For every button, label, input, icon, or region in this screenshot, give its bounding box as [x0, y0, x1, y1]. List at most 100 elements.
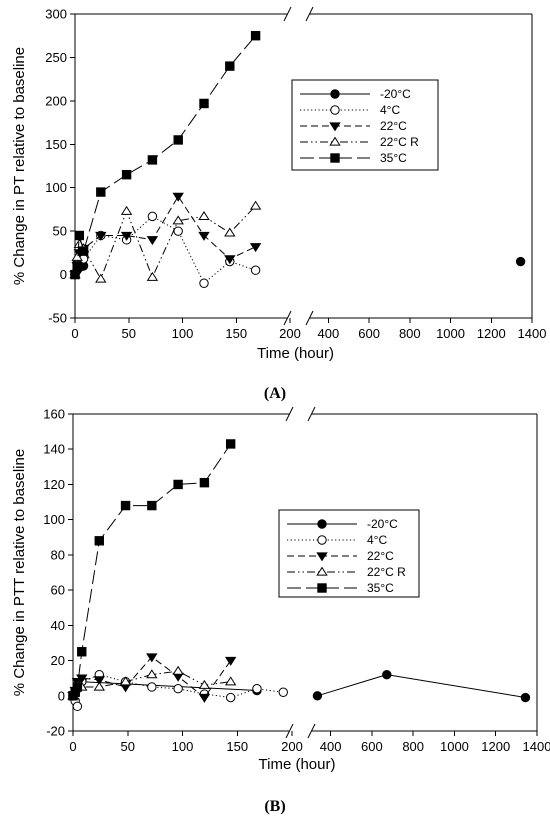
x-tick-label: 1400 [523, 739, 550, 754]
data-point [173, 479, 183, 490]
data-point [93, 681, 105, 691]
legend-marker [330, 89, 340, 99]
y-tick-label: 40 [51, 618, 65, 633]
data-point [95, 231, 107, 241]
y-tick-label: -50 [48, 311, 67, 326]
data-point [199, 98, 209, 109]
y-axis-label: % Change in PTT relative to baseline [11, 449, 28, 696]
legend-entry: 35°C [380, 151, 407, 165]
data-point [224, 227, 236, 237]
y-tick-label: 250 [45, 50, 67, 65]
x-tick-label: 400 [318, 326, 340, 341]
legend-entry: 4°C [380, 103, 400, 117]
legend-marker [329, 122, 341, 132]
legend-entry: 22°C [367, 549, 394, 563]
axis-break-mark-0-a [283, 6, 292, 22]
axis-break-mark-1-a [283, 310, 292, 326]
x-tick-label: 150 [225, 326, 247, 341]
series-line-right [317, 674, 526, 698]
data-point [72, 261, 82, 271]
data-point [120, 231, 133, 241]
data-point [146, 271, 159, 281]
chart-panel-2: -20 0 20 40 60 80 100 120 140 160 0 50 100 150 200 400 6… [11, 407, 550, 816]
data-point [224, 255, 236, 265]
x-tick-label: 1000 [440, 739, 469, 754]
y-tick-label: 100 [43, 512, 65, 527]
data-point [249, 243, 262, 253]
data-point [250, 31, 261, 41]
legend-entry: 4°C [367, 533, 387, 547]
chart-panel-1: -50 0 50 100 150 200 250 300 0 50 100 150 200 400 600 8… [11, 7, 546, 403]
x-tick-label: 400 [320, 739, 342, 754]
legend-marker [330, 105, 340, 115]
legend-entry: -20°C [380, 87, 411, 101]
data-point [146, 669, 158, 679]
x-tick-label: 50 [122, 326, 136, 341]
legend-marker [329, 136, 341, 146]
x-tick-label: 0 [69, 739, 76, 754]
data-point [147, 211, 158, 222]
legend-marker [317, 519, 327, 529]
data-point [147, 500, 157, 511]
data-point [249, 200, 262, 210]
x-tick-label: 150 [226, 739, 248, 754]
data-point [72, 682, 83, 692]
y-tick-label: 50 [53, 224, 67, 239]
data-point [119, 676, 132, 686]
x-tick-label: 200 [281, 739, 303, 754]
x-tick-label: 0 [71, 326, 78, 341]
x-tick-label: 600 [361, 739, 383, 754]
x-tick-label: 50 [121, 739, 135, 754]
legend: -20°C 4°C 22°C 22°C R 35°C [278, 509, 420, 598]
legend-marker [317, 583, 327, 593]
series-1 [70, 256, 526, 280]
series-line-left [72, 670, 231, 696]
y-tick-label: 80 [51, 547, 65, 562]
data-point [146, 236, 159, 246]
data-point [224, 656, 237, 666]
x-axis-label: Time (hour) [259, 756, 336, 773]
legend-marker [316, 566, 328, 576]
legend-box [291, 79, 439, 171]
y-tick-label: -20 [46, 724, 65, 739]
y-axis-label: % Change in PT relative to baseline [11, 47, 28, 285]
series-line-left [74, 35, 256, 275]
x-tick-label: 200 [279, 326, 301, 341]
data-point [312, 691, 323, 701]
data-point [199, 477, 210, 488]
data-point [70, 269, 80, 280]
y-tick-label: 150 [45, 137, 67, 152]
x-tick-label: 1400 [518, 326, 547, 341]
data-point [198, 231, 210, 241]
data-point [225, 61, 235, 71]
data-point [172, 215, 184, 225]
x-axis-label: Time (hour) [257, 345, 334, 362]
data-point [250, 265, 261, 275]
x-tick-label: 600 [358, 326, 380, 341]
legend: -20°C 4°C 22°C 22°C R 35°C [291, 79, 439, 171]
series-5 [70, 31, 261, 280]
x-tick-label: 800 [402, 739, 424, 754]
data-point [520, 692, 531, 703]
data-point [146, 653, 158, 663]
axis-break-mark-1-a [285, 723, 294, 739]
y-tick-label: 20 [51, 653, 65, 668]
data-point [74, 230, 84, 241]
data-point [278, 687, 288, 697]
axis-break-mark-1-b [305, 310, 314, 326]
y-tick-label: 100 [45, 180, 67, 195]
legend-marker [317, 535, 327, 545]
data-point [515, 256, 526, 267]
data-point [199, 278, 209, 288]
axis-break-mark-0-b [305, 6, 314, 22]
series-5 [68, 439, 236, 701]
data-point [198, 679, 211, 689]
series-4 [69, 200, 262, 283]
y-tick-label: 0 [58, 688, 65, 703]
legend-entry: -20°C [367, 517, 398, 531]
data-point [172, 192, 184, 202]
axis-break-mark-1-b [307, 723, 316, 739]
data-point [121, 169, 132, 180]
y-tick-label: 140 [43, 442, 65, 457]
